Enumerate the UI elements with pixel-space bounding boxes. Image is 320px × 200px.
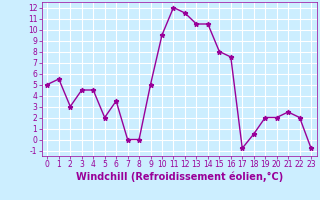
X-axis label: Windchill (Refroidissement éolien,°C): Windchill (Refroidissement éolien,°C) (76, 172, 283, 182)
